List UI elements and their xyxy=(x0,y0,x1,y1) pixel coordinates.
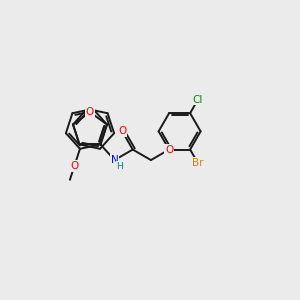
Text: H: H xyxy=(116,162,123,171)
Text: O: O xyxy=(70,161,79,171)
Text: Br: Br xyxy=(192,158,204,168)
Text: O: O xyxy=(118,126,126,136)
Text: Cl: Cl xyxy=(193,94,203,104)
Text: O: O xyxy=(165,145,173,154)
Text: O: O xyxy=(86,107,94,117)
Text: N: N xyxy=(111,155,119,165)
